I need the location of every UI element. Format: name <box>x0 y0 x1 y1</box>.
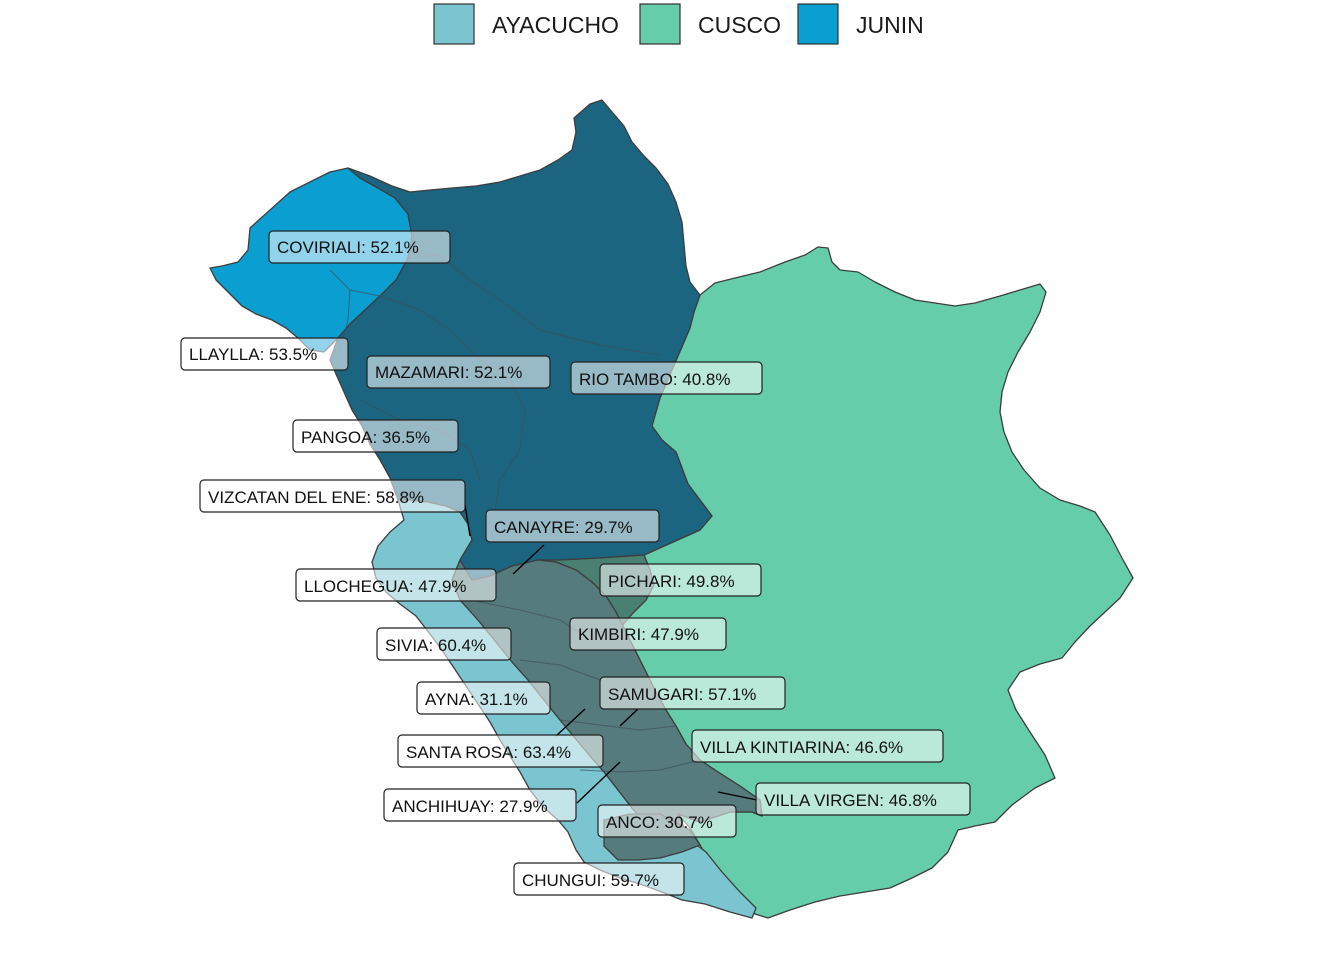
svg-text:SAMUGARI: 57.1%: SAMUGARI: 57.1% <box>608 685 756 704</box>
svg-text:LLAYLLA: 53.5%: LLAYLLA: 53.5% <box>189 345 317 364</box>
label-sivia: SIVIA: 60.4% <box>376 627 512 661</box>
label-villa-kintiarina: VILLA KINTIARINA: 46.6% <box>691 729 944 763</box>
leader-anchihuay <box>576 761 621 804</box>
legend-label-junin: JUNIN <box>856 12 924 38</box>
leader-canayre <box>512 544 545 575</box>
legend-swatch-cusco <box>639 3 681 45</box>
svg-text:ANCHIHUAY: 27.9%: ANCHIHUAY: 27.9% <box>392 797 548 816</box>
svg-text:AYNA: 31.1%: AYNA: 31.1% <box>425 690 528 709</box>
leader-lines <box>464 504 758 804</box>
label-anchihuay: ANCHIHUAY: 27.9% <box>383 788 577 822</box>
region-vraem-junin <box>329 99 713 581</box>
district-boundary-8 <box>579 759 701 773</box>
label-pangoa: PANGOA: 36.5% <box>292 419 459 453</box>
svg-text:CANAYRE: 29.7%: CANAYRE: 29.7% <box>494 518 633 537</box>
label-coviriali: COVIRIALI: 52.1% <box>268 230 451 264</box>
svg-text:COVIRIALI: 52.1%: COVIRIALI: 52.1% <box>277 238 419 257</box>
svg-text:PICHARI: 49.8%: PICHARI: 49.8% <box>608 572 735 591</box>
label-villa-virgen: VILLA VIRGEN: 46.8% <box>755 782 971 816</box>
label-rio-tambo: RIO TAMBO: 40.8% <box>570 361 763 395</box>
svg-text:SIVIA: 60.4%: SIVIA: 60.4% <box>385 636 486 655</box>
label-vizcatan-del-ene: VIZCATAN DEL ENE: 58.8% <box>199 479 466 513</box>
label-canayre: CANAYRE: 29.7% <box>485 509 660 543</box>
legend: AYACUCHO CUSCO JUNIN <box>433 3 924 45</box>
label-llaylla: LLAYLLA: 53.5% <box>180 337 349 371</box>
svg-text:VIZCATAN DEL ENE: 58.8%: VIZCATAN DEL ENE: 58.8% <box>208 488 424 507</box>
label-llochegua: LLOCHEGUA: 47.9% <box>295 568 497 602</box>
svg-text:VILLA KINTIARINA: 46.6%: VILLA KINTIARINA: 46.6% <box>700 738 903 757</box>
svg-text:CHUNGUI: 59.7%: CHUNGUI: 59.7% <box>522 871 659 890</box>
label-santa-rosa: SANTA ROSA: 63.4% <box>397 734 604 768</box>
svg-text:SANTA ROSA: 63.4%: SANTA ROSA: 63.4% <box>406 743 571 762</box>
legend-label-ayacucho: AYACUCHO <box>492 12 619 38</box>
label-samugari: SAMUGARI: 57.1% <box>599 676 786 710</box>
district-labels: COVIRIALI: 52.1% LLAYLLA: 53.5% MAZAMARI… <box>180 230 971 896</box>
svg-text:ANCO: 30.7%: ANCO: 30.7% <box>606 813 713 832</box>
svg-text:RIO TAMBO: 40.8%: RIO TAMBO: 40.8% <box>579 370 730 389</box>
legend-swatch-junin <box>797 3 839 45</box>
label-ayna: AYNA: 31.1% <box>416 681 551 715</box>
district-boundary-7 <box>559 719 677 731</box>
label-pichari: PICHARI: 49.8% <box>599 563 762 597</box>
district-boundary-1 <box>329 269 351 351</box>
legend-label-cusco: CUSCO <box>698 12 781 38</box>
svg-text:PANGOA: 36.5%: PANGOA: 36.5% <box>301 428 430 447</box>
svg-text:KIMBIRI: 47.9%: KIMBIRI: 47.9% <box>578 625 699 644</box>
leader-vizcatan <box>464 504 471 537</box>
legend-swatch-ayacucho <box>433 3 475 45</box>
svg-text:VILLA VIRGEN: 46.8%: VILLA VIRGEN: 46.8% <box>764 791 937 810</box>
svg-text:MAZAMARI: 52.1%: MAZAMARI: 52.1% <box>375 363 522 382</box>
leader-villa-virgen <box>717 791 758 801</box>
label-anco: ANCO: 30.7% <box>597 804 737 838</box>
label-mazamari: MAZAMARI: 52.1% <box>366 355 551 389</box>
leader-santa-rosa <box>555 708 586 737</box>
label-chungui: CHUNGUI: 59.7% <box>513 862 685 896</box>
svg-text:LLOCHEGUA: 47.9%: LLOCHEGUA: 47.9% <box>304 577 467 596</box>
leader-samugari <box>619 708 639 727</box>
label-kimbiri: KIMBIRI: 47.9% <box>569 617 727 651</box>
district-boundary-6 <box>519 659 601 681</box>
